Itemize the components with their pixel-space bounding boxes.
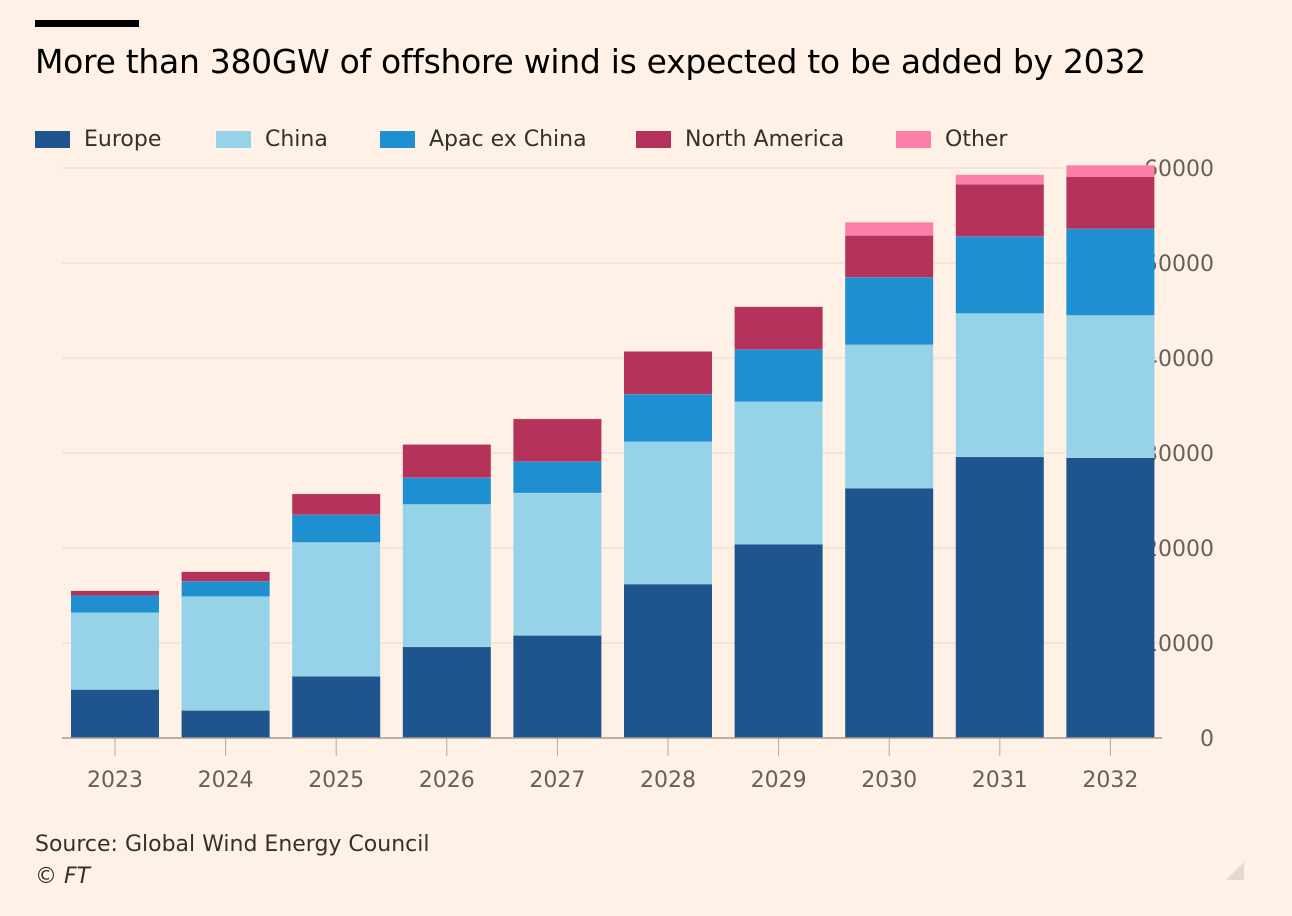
bar-segment-china: [402, 504, 491, 647]
resize-corner-icon: [1226, 862, 1244, 880]
bar-segment-europe: [955, 456, 1044, 738]
legend-item-other: Other: [896, 124, 1007, 154]
x-tick-label: 2027: [529, 768, 585, 793]
x-tick-label: 2029: [751, 768, 807, 793]
bar-segment-china: [845, 344, 934, 489]
legend-item-europe: Europe: [35, 124, 161, 154]
x-tick-label: 2025: [308, 768, 364, 793]
bar-segment-north-america: [402, 444, 491, 478]
bar-segment-other: [845, 222, 934, 236]
bar-segment-europe: [402, 646, 491, 738]
y-tick-label: 50000: [1144, 252, 1214, 277]
bar-segment-europe: [1066, 457, 1155, 738]
x-tick-label: 2023: [87, 768, 143, 793]
bar-segment-north-america: [292, 493, 381, 515]
bar-segment-north-america: [845, 235, 934, 278]
bar-segment-apac-ex-china: [624, 394, 712, 442]
title-rule: [35, 20, 139, 27]
bar-segment-europe: [181, 710, 270, 738]
bar-segment-apac-ex-china: [181, 581, 270, 597]
bar-segment-europe: [292, 676, 381, 738]
y-tick-label: 60000: [1144, 157, 1214, 182]
bar-segment-europe: [845, 488, 934, 738]
legend-swatch-china: [216, 130, 251, 148]
y-tick-label: 20000: [1144, 537, 1214, 562]
bar-segment-apac-ex-china: [292, 514, 381, 543]
y-tick-label: 40000: [1144, 347, 1214, 372]
bar-segment-china: [624, 441, 712, 585]
legend-swatch-apac-ex-china: [380, 130, 415, 148]
bar-segment-north-america: [624, 351, 712, 395]
bar-segment-other: [1066, 165, 1155, 177]
bar-segment-north-america: [71, 590, 159, 596]
bar-segment-china: [181, 596, 270, 711]
x-tick-label: 2032: [1082, 768, 1138, 793]
bar-segment-europe: [624, 584, 712, 738]
legend-swatch-north-america: [636, 130, 671, 148]
legend: Europe China Apac ex China North America…: [35, 124, 1135, 154]
bar-segment-apac-ex-china: [71, 595, 159, 613]
legend-item-apac-ex-china: Apac ex China: [380, 124, 587, 154]
bar-segment-china: [734, 401, 823, 545]
bar-segment-north-america: [1066, 176, 1155, 229]
bar-segment-north-america: [955, 184, 1044, 237]
bar-segment-apac-ex-china: [402, 477, 491, 505]
bar-segment-europe: [513, 635, 602, 738]
legend-swatch-europe: [35, 130, 70, 148]
legend-swatch-other: [896, 130, 931, 148]
x-tick-label: 2024: [198, 768, 254, 793]
bar-segment-north-america: [513, 418, 602, 462]
bar-segment-europe: [734, 544, 823, 738]
x-tick-label: 2028: [640, 768, 696, 793]
bar-segment-north-america: [181, 571, 270, 582]
bar-segment-apac-ex-china: [513, 461, 602, 493]
legend-label-china: China: [265, 126, 328, 152]
legend-label-other: Other: [945, 126, 1008, 152]
legend-label-europe: Europe: [84, 126, 162, 152]
chart-title: More than 380GW of offshore wind is expe…: [35, 42, 1146, 81]
bar-segment-apac-ex-china: [845, 277, 934, 345]
legend-item-north-america: North America: [636, 124, 844, 154]
source-note: Source: Global Wind Energy Council: [35, 832, 430, 857]
bar-segment-china: [292, 542, 381, 677]
bar-segment-china: [71, 612, 159, 690]
y-tick-label: 10000: [1144, 632, 1214, 657]
bar-segment-china: [955, 313, 1044, 457]
x-tick-label: 2026: [419, 768, 475, 793]
x-tick-label: 2031: [972, 768, 1028, 793]
legend-item-china: China: [216, 124, 328, 154]
bar-segment-other: [955, 174, 1044, 185]
bar-segment-apac-ex-china: [734, 349, 823, 402]
bar-segment-europe: [71, 689, 159, 738]
x-tick-label: 2030: [861, 768, 917, 793]
bar-segment-north-america: [734, 306, 823, 350]
copyright-credit: © FT: [35, 864, 91, 889]
bar-segment-china: [513, 492, 602, 636]
y-tick-label: 30000: [1144, 442, 1214, 467]
legend-label-apac-ex-china: Apac ex China: [429, 126, 587, 152]
bar-segment-apac-ex-china: [1066, 228, 1155, 316]
legend-label-north-america: North America: [685, 126, 845, 152]
y-tick-label: 0: [1200, 727, 1214, 752]
bar-segment-apac-ex-china: [955, 236, 1044, 314]
bar-segment-china: [1066, 315, 1155, 458]
